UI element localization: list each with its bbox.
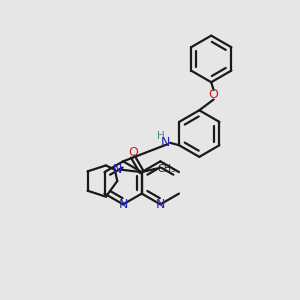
Text: O: O: [128, 146, 138, 159]
Text: N: N: [112, 163, 122, 176]
Text: O: O: [209, 88, 218, 101]
Text: N: N: [156, 198, 165, 211]
Text: CH₃: CH₃: [158, 164, 176, 173]
Text: N: N: [160, 136, 170, 149]
Text: N: N: [118, 198, 128, 211]
Text: H: H: [157, 131, 164, 141]
